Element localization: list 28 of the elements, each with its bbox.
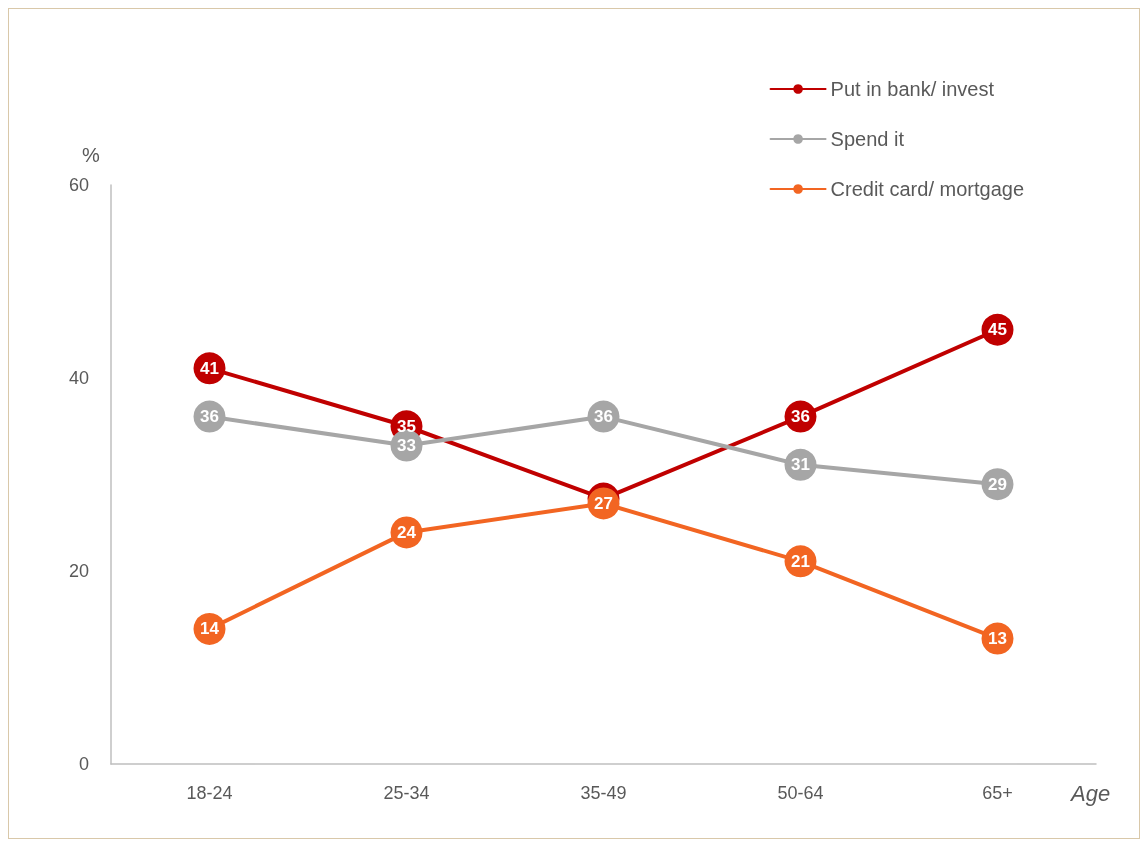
x-axis-title: Age (1069, 780, 1111, 806)
x-tick-label: 50-64 (777, 783, 824, 803)
legend-label: Credit card/ mortgage (830, 178, 1024, 200)
data-label: 24 (397, 522, 417, 542)
y-tick-label: 40 (68, 368, 89, 388)
legend-label: Put in bank/ invest (830, 78, 995, 100)
data-label: 13 (988, 629, 1007, 649)
data-label: 36 (200, 407, 219, 427)
x-tick-label: 18-24 (186, 783, 233, 803)
y-tick-label: 0 (78, 754, 89, 774)
data-label: 31 (791, 455, 810, 475)
data-label: 14 (200, 619, 220, 639)
x-tick-label: 35-49 (580, 783, 627, 803)
data-label: 27 (594, 493, 613, 513)
data-label: 36 (791, 407, 810, 427)
x-tick-label: 25-34 (383, 783, 430, 803)
y-tick-label: 20 (68, 561, 89, 581)
y-tick-label: 60 (68, 175, 89, 195)
data-label: 35 (397, 416, 416, 436)
legend-label: Spend it (830, 128, 905, 150)
data-label: 45 (988, 320, 1007, 340)
data-label: 33 (397, 436, 416, 456)
data-label: 21 (791, 551, 810, 571)
data-label: 29 (988, 474, 1007, 494)
y-axis-title: % (82, 144, 101, 166)
data-label: 41 (200, 358, 219, 378)
x-tick-label: 65+ (982, 783, 1013, 803)
data-label: 36 (594, 407, 613, 427)
